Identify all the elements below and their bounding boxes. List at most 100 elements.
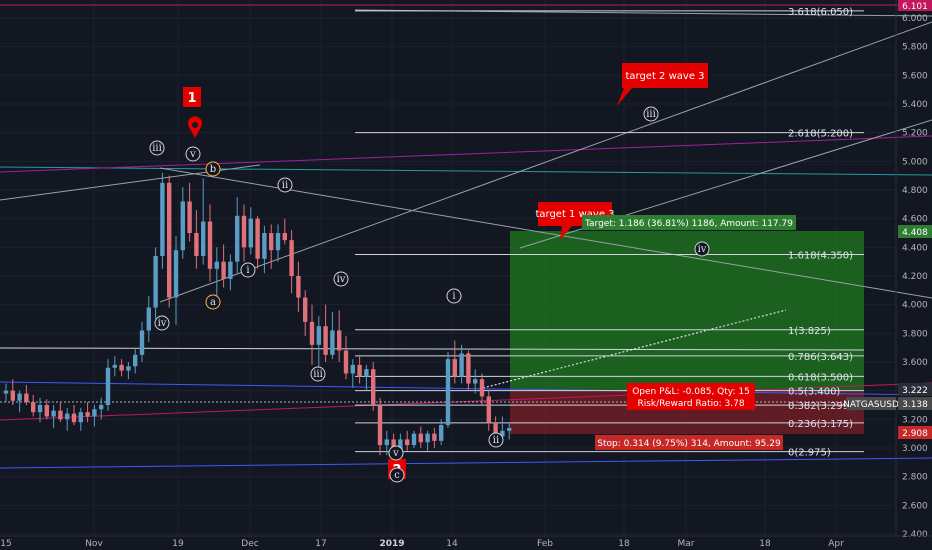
candle-body — [323, 326, 328, 355]
projection-dotted — [482, 309, 787, 389]
wave-label-iii-low: iii — [310, 366, 326, 382]
map-pin-icon[interactable] — [187, 106, 202, 138]
price-tag-entry: 3.222 — [898, 383, 932, 396]
candle-body — [337, 330, 342, 351]
wave-label-b: b — [205, 161, 221, 177]
wave-labels[interactable]: iii v b ii i a iv iv iii v c i ii iii iv — [149, 106, 710, 483]
candle-body — [493, 422, 498, 437]
wave-label-v-low: v — [388, 445, 404, 461]
svg-text:i: i — [452, 291, 455, 302]
candle-body — [316, 326, 321, 345]
price-tag-target-text: 4.408 — [902, 228, 928, 238]
candle-body — [153, 255, 158, 308]
candle-body — [51, 410, 56, 417]
position-stop-text: Stop: 0.314 (9.75%) 314, Amount: 95.29 — [597, 439, 781, 449]
time-label: Mar — [678, 539, 695, 549]
position-pnl-label[interactable]: Open P&L: -0.085, Qty: 15 Risk/Reward Ra… — [627, 383, 755, 410]
svg-text:ii: ii — [493, 435, 499, 446]
wave-marker-1[interactable]: 1 — [183, 87, 201, 107]
time-label: 15 — [0, 539, 11, 549]
candle-body — [228, 261, 233, 279]
candle-body — [364, 369, 369, 377]
candle-body — [282, 233, 287, 241]
candle-body — [275, 233, 281, 251]
candle-body — [425, 433, 430, 443]
callout-target-1-text: target 1 wave 3 — [535, 209, 614, 220]
candle-body — [146, 307, 151, 331]
wave-label-ii-upper: ii — [277, 177, 293, 193]
price-tag-stop: 2.908 — [898, 426, 932, 439]
price-axis[interactable]: 6.000 5.800 5.600 5.400 5.200 5.000 4.800 4.600… — [843, 0, 932, 540]
price-tick-label: 3.800 — [902, 329, 928, 339]
fib-level-label: 1.618(4.350) — [788, 251, 853, 262]
price-tick-label: 3.200 — [902, 415, 928, 425]
candle-body — [377, 405, 383, 446]
candle-body — [296, 276, 301, 298]
price-tick-label: 2.600 — [902, 501, 928, 511]
trendline-purple — [0, 135, 932, 173]
price-tick-label: 2.400 — [902, 530, 928, 540]
price-tick-label: 6.000 — [902, 14, 928, 24]
fibonacci-levels[interactable]: 3.618(6.050) 2.618(5.200) 1.618(4.350) 1(3.… — [355, 7, 864, 459]
candle-body — [58, 410, 63, 420]
candle-body — [10, 390, 15, 401]
price-tick-label: 4.600 — [902, 215, 928, 225]
candle-body — [99, 405, 104, 410]
position-pnl-text: Open P&L: -0.085, Qty: 15 — [632, 387, 750, 397]
candle-body — [71, 413, 77, 423]
candle-body — [78, 412, 83, 423]
candle-body — [432, 433, 437, 441]
time-label: Dec — [241, 539, 258, 549]
price-tag-entry-text: 3.222 — [902, 386, 928, 396]
time-label: 18 — [618, 539, 630, 549]
time-label: Apr — [828, 539, 844, 549]
callout-target-1[interactable]: target 1 wave 3 — [535, 202, 615, 240]
price-tag-target: 4.408 — [898, 225, 932, 238]
price-tag-last-text: 3.138 — [902, 400, 928, 410]
price-tick-label: 5.600 — [902, 71, 928, 81]
candle-body — [241, 215, 247, 248]
candle-body — [445, 359, 451, 426]
candle-body — [507, 427, 512, 431]
candle-body — [459, 353, 464, 377]
position-rr-text: Risk/Reward Ratio: 3.78 — [637, 399, 744, 409]
candle-body — [31, 402, 36, 413]
svg-text:iv: iv — [337, 274, 346, 285]
time-label: 18 — [759, 539, 771, 549]
callout-target-2[interactable]: target 2 wave 3 — [617, 63, 708, 106]
position-stop-label[interactable]: Stop: 0.314 (9.75%) 314, Amount: 95.29 — [595, 435, 783, 450]
candle-body — [105, 367, 111, 405]
candle-body — [486, 396, 491, 423]
price-tick-label: 4.200 — [902, 272, 928, 282]
price-tag-last: NATGASUSD 3.138 — [843, 397, 932, 410]
candle-body — [235, 215, 240, 262]
candle-body — [262, 233, 267, 259]
target-zone[interactable] — [510, 231, 864, 390]
candlesticks — [3, 172, 512, 457]
wave-marker-1-text: 1 — [187, 91, 196, 106]
candle-body — [44, 405, 49, 417]
candle-body — [418, 433, 423, 443]
candle-body — [371, 369, 376, 405]
wave-label-iv-left: iv — [154, 315, 170, 331]
price-tick-label: 5.800 — [902, 43, 928, 53]
wave-label-v-top: v — [185, 146, 201, 162]
candle-body — [133, 354, 138, 367]
svg-text:v: v — [189, 149, 196, 160]
price-tick-label: 4.000 — [902, 301, 928, 311]
candle-body — [37, 405, 43, 413]
candle-body — [452, 359, 457, 377]
candle-body — [405, 439, 410, 446]
fib-level-label: 1(3.825) — [788, 326, 831, 337]
position-target-label[interactable]: Target: 1.186 (36.81%) 1186, Amount: 117… — [582, 215, 796, 230]
time-label: 19 — [172, 539, 184, 549]
price-tag-top-text: 6.101 — [902, 2, 928, 12]
fib-level-label: 0.382(3.299) — [788, 401, 853, 412]
fib-level-label: 0.5(3.400) — [788, 387, 840, 398]
time-axis[interactable]: 15 Nov 19 Dec 17 2019 14 Feb 18 Mar 18 A… — [0, 535, 932, 549]
fib-level-label: 2.618(5.200) — [788, 129, 853, 140]
candle-body — [479, 379, 485, 397]
candle-body — [303, 297, 308, 322]
callout-target-2-text: target 2 wave 3 — [625, 71, 704, 82]
